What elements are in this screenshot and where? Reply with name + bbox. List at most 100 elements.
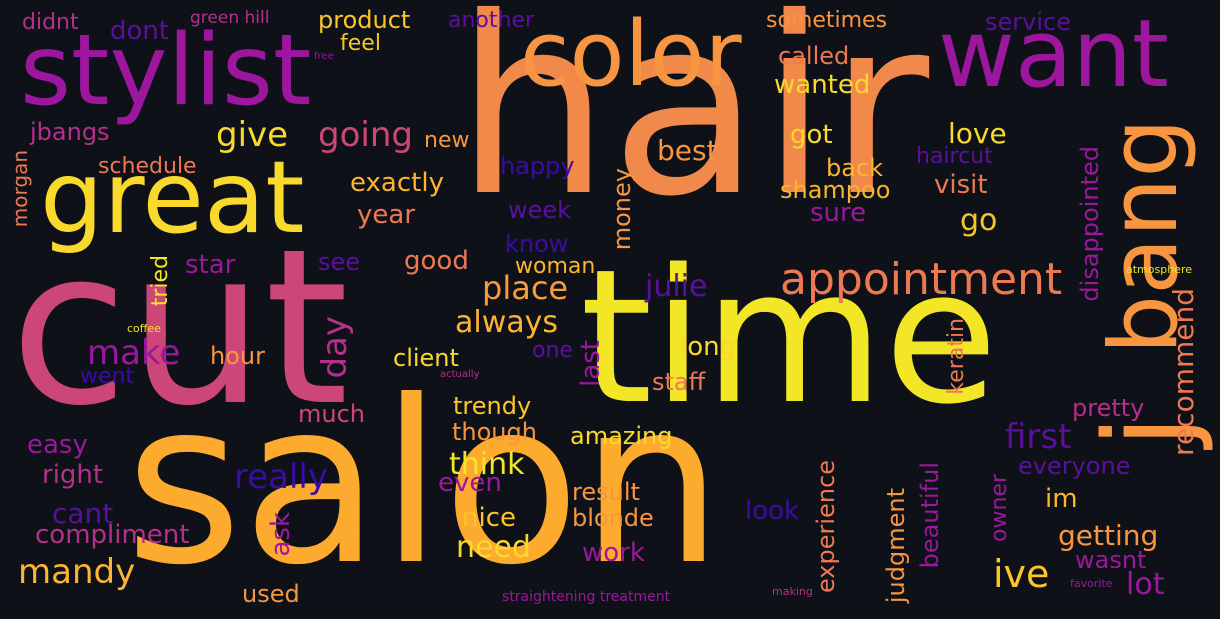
word-coffee: coffee	[127, 322, 161, 335]
word-called: called	[778, 42, 850, 70]
word-pretty: pretty	[1072, 394, 1145, 422]
word-favorite: favorite	[1070, 577, 1113, 590]
word-another: another	[448, 8, 535, 33]
word-last: last	[576, 340, 606, 387]
word-money: money	[608, 168, 636, 251]
word-trendy: trendy	[453, 392, 532, 420]
word-went: went	[80, 364, 135, 389]
word-first: first	[1005, 417, 1072, 457]
word-back: back	[826, 154, 884, 182]
word-ask: ask	[266, 512, 296, 557]
word-woman: woman	[515, 254, 596, 279]
word-used: used	[242, 580, 300, 608]
word-nice: nice	[462, 503, 516, 533]
word-recommend: recommend	[1167, 288, 1200, 456]
word-week: week	[508, 196, 572, 224]
word-mandy: mandy	[18, 552, 136, 592]
word-great: great	[40, 139, 305, 256]
word-look: look	[745, 496, 800, 526]
word-actually: actually	[440, 369, 480, 380]
word-didnt: didnt	[22, 10, 79, 35]
word-amazing: amazing	[570, 422, 673, 450]
word-hour: hour	[210, 342, 265, 370]
word-go: go	[960, 203, 998, 238]
word-want: want	[938, 0, 1169, 109]
word-year: year	[357, 200, 416, 230]
word-love: love	[948, 117, 1007, 150]
word-need: need	[456, 530, 531, 565]
word-making: making	[772, 585, 813, 598]
word-client: client	[393, 344, 459, 372]
word-product: product	[318, 6, 411, 34]
word-place: place	[482, 269, 569, 307]
word-good: good	[404, 246, 469, 276]
word-even: even	[438, 468, 502, 498]
word-shampoo: shampoo	[780, 176, 891, 204]
word-everyone: everyone	[1018, 452, 1131, 480]
word-result: result	[572, 478, 640, 506]
word-tried: tried	[148, 255, 173, 307]
word-keratin: keratin	[944, 318, 969, 395]
word-one: one	[532, 338, 573, 363]
word-cut: cut	[10, 202, 349, 453]
word-always: always	[455, 305, 559, 340]
word-owner: owner	[987, 474, 1012, 542]
word-straightening-treatment: straightening treatment	[502, 589, 671, 605]
word-going: going	[318, 115, 413, 155]
word-disappointed: disappointed	[1076, 146, 1104, 302]
word-atmosphere: atmosphere	[1126, 263, 1192, 276]
word-julie: julie	[645, 269, 708, 304]
word-long: long	[680, 332, 737, 362]
word-day: day	[315, 316, 355, 379]
word-experience: experience	[812, 460, 840, 594]
word-cant: cant	[52, 497, 114, 530]
word-beautiful: beautiful	[916, 462, 944, 569]
word-appointment: appointment	[780, 254, 1063, 305]
word-give: give	[216, 115, 289, 155]
word-know: know	[505, 230, 569, 258]
word-sometimes: sometimes	[766, 8, 888, 33]
word-time: time	[580, 229, 998, 445]
word-haircut: haircut	[916, 144, 993, 169]
word-right: right	[42, 460, 104, 490]
word-service: service	[985, 8, 1071, 36]
word-dont: dont	[110, 16, 170, 46]
word-work: work	[582, 538, 645, 568]
word-star: star	[185, 250, 236, 280]
word-morgan: morgan	[8, 150, 32, 228]
word-schedule: schedule	[98, 154, 197, 179]
word-happy: happy	[500, 152, 575, 180]
word-lot: lot	[1126, 567, 1165, 602]
word-ive: ive	[993, 552, 1050, 596]
word-staff: staff	[652, 368, 706, 396]
word-jbangs: jbangs	[30, 118, 110, 146]
word-judgment: judgment	[882, 488, 910, 604]
word-compliment: compliment	[35, 520, 190, 550]
word-much: much	[298, 400, 365, 428]
word-new: new	[424, 128, 470, 153]
word-getting: getting	[1058, 519, 1159, 552]
word-wanted: wanted	[774, 70, 871, 100]
word-make: make	[87, 333, 181, 373]
word-really: really	[234, 457, 328, 497]
word-hair: hair	[455, 0, 930, 250]
word-see: see	[318, 248, 361, 276]
word-blonde: blonde	[572, 504, 654, 532]
word-free: free	[314, 51, 334, 62]
word-green-hill: green hill	[190, 8, 270, 28]
word-color: color	[520, 2, 742, 107]
word-visit: visit	[934, 170, 988, 200]
word-sure: sure	[810, 198, 867, 228]
word-salon: salon	[125, 353, 723, 615]
word-stylist: stylist	[20, 14, 312, 128]
word-easy: easy	[27, 430, 88, 460]
word-feel: feel	[340, 31, 381, 56]
word-best: best	[657, 134, 718, 167]
word-exactly: exactly	[350, 168, 444, 198]
word-think: think	[449, 447, 525, 482]
word-got: got	[790, 120, 833, 150]
word-wasnt: wasnt	[1075, 546, 1147, 574]
word-though: though	[452, 418, 537, 446]
word-im: im	[1045, 484, 1078, 514]
